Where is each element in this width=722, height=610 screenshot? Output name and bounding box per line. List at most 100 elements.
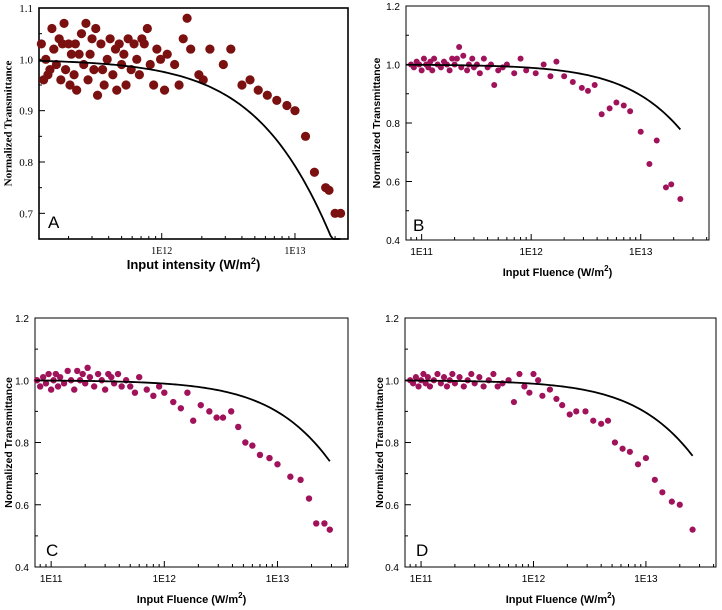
y-tick-label: 0.6 bbox=[385, 501, 399, 512]
data-point bbox=[415, 383, 422, 390]
data-point bbox=[56, 373, 64, 381]
data-point bbox=[584, 87, 591, 94]
data-point bbox=[653, 137, 660, 144]
data-point bbox=[54, 383, 62, 390]
data-point bbox=[437, 64, 444, 71]
data-point bbox=[161, 389, 168, 396]
data-point bbox=[282, 100, 292, 111]
data-point bbox=[226, 44, 236, 54]
data-point bbox=[620, 102, 627, 109]
y-tick-label: 0.6 bbox=[386, 178, 400, 189]
data-point bbox=[326, 526, 333, 533]
data-point bbox=[434, 370, 441, 378]
data-point bbox=[114, 370, 122, 378]
data-point bbox=[464, 67, 471, 74]
data-point bbox=[547, 73, 554, 80]
y-tick-label: 0.4 bbox=[385, 563, 399, 574]
data-point bbox=[517, 55, 524, 62]
x-tick-label: 1E12 bbox=[151, 246, 172, 257]
data-point bbox=[627, 108, 634, 115]
data-point bbox=[237, 80, 247, 90]
data-point bbox=[249, 442, 256, 449]
data-point bbox=[300, 131, 311, 141]
data-point bbox=[85, 49, 95, 59]
data-point bbox=[197, 401, 204, 409]
x-tick-label: 1E11 bbox=[40, 574, 63, 585]
data-point bbox=[150, 392, 157, 400]
data-point bbox=[626, 448, 633, 455]
data-point bbox=[219, 414, 227, 421]
data-point bbox=[420, 370, 427, 378]
data-point bbox=[65, 80, 75, 90]
data-point bbox=[336, 208, 346, 218]
data-point bbox=[440, 374, 448, 381]
data-point bbox=[89, 65, 99, 75]
y-axis-label: Normalized Transmittance bbox=[374, 377, 386, 508]
data-point bbox=[426, 383, 434, 390]
y-tick-label: 1.2 bbox=[386, 2, 400, 13]
data-point bbox=[305, 495, 313, 502]
data-point bbox=[76, 29, 87, 39]
data-point bbox=[96, 39, 106, 49]
data-point bbox=[143, 386, 150, 393]
data-point bbox=[60, 65, 71, 75]
data-point bbox=[79, 370, 86, 378]
data-point bbox=[446, 67, 453, 74]
data-point bbox=[56, 75, 66, 85]
data-point bbox=[456, 374, 463, 381]
data-point bbox=[591, 81, 598, 88]
data-point bbox=[480, 383, 487, 390]
data-point bbox=[460, 383, 467, 390]
data-point bbox=[83, 75, 93, 85]
data-point bbox=[523, 67, 530, 74]
plot-frame bbox=[404, 317, 717, 568]
fit-curve bbox=[405, 63, 682, 131]
data-point bbox=[121, 80, 131, 90]
data-point bbox=[266, 454, 273, 462]
data-point bbox=[170, 59, 180, 70]
data-point bbox=[511, 70, 518, 77]
data-point bbox=[142, 23, 152, 34]
data-point bbox=[453, 55, 460, 62]
data-point bbox=[677, 196, 684, 203]
data-point bbox=[569, 79, 576, 86]
y-tick-label: 1.0 bbox=[386, 61, 400, 72]
data-point bbox=[242, 439, 249, 446]
x-tick-label: 1E12 bbox=[519, 247, 543, 258]
data-point bbox=[611, 439, 619, 446]
data-point bbox=[559, 402, 566, 409]
data-point bbox=[136, 373, 143, 381]
y-tick-label: 1.0 bbox=[15, 376, 29, 387]
data-point bbox=[81, 18, 91, 28]
data-point bbox=[162, 49, 172, 59]
data-point bbox=[132, 54, 142, 64]
panel-label: B bbox=[413, 216, 424, 235]
data-point bbox=[540, 61, 547, 68]
data-point bbox=[443, 383, 451, 390]
data-point bbox=[256, 451, 264, 459]
panel-label: D bbox=[416, 541, 428, 560]
data-point bbox=[105, 34, 115, 44]
data-point bbox=[149, 80, 159, 90]
data-point bbox=[101, 386, 109, 393]
data-point bbox=[473, 61, 480, 68]
data-point bbox=[422, 380, 429, 387]
fit-curve bbox=[34, 379, 331, 462]
data-point bbox=[118, 383, 125, 390]
data-point bbox=[235, 423, 242, 431]
data-point bbox=[119, 49, 129, 59]
data-point bbox=[64, 367, 71, 375]
panel-label: A bbox=[48, 213, 60, 232]
x-axis-label: Input Fluence (W/m2) bbox=[506, 591, 616, 606]
data-point bbox=[39, 373, 47, 381]
data-point bbox=[114, 39, 124, 49]
data-point bbox=[63, 39, 74, 49]
data-point bbox=[49, 44, 59, 54]
data-point bbox=[60, 380, 68, 387]
x-tick-label: 1E11 bbox=[410, 574, 433, 585]
data-point bbox=[510, 398, 518, 406]
data-point bbox=[480, 55, 487, 62]
data-point bbox=[521, 383, 528, 390]
plot-frame bbox=[38, 7, 349, 240]
data-point bbox=[116, 59, 127, 70]
